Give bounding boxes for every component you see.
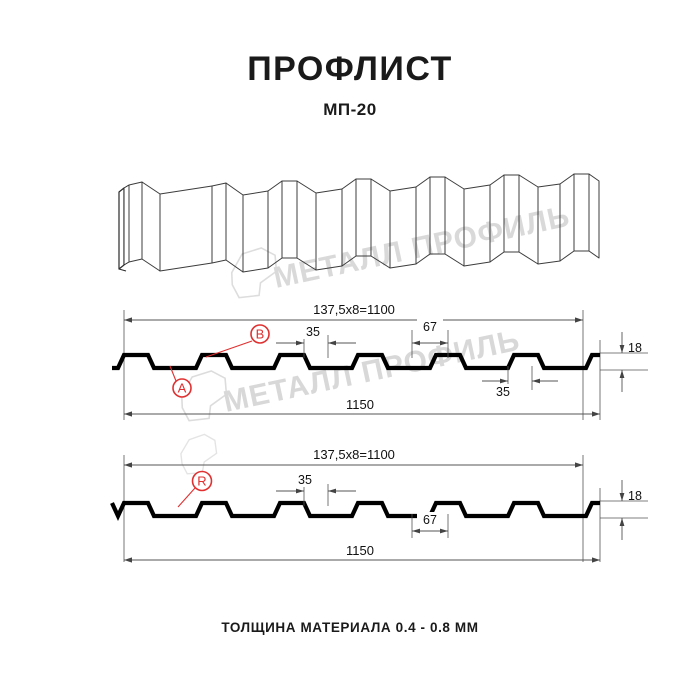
sheet-bottom-tab	[118, 268, 127, 272]
leader-line	[169, 365, 177, 382]
extension-lines	[123, 455, 601, 562]
dimension-overall-bottom: 1150	[124, 394, 600, 417]
marker-label-a: A	[178, 381, 187, 396]
marker-label-r: R	[197, 474, 206, 489]
arrowhead	[619, 345, 625, 353]
arrowhead	[412, 528, 420, 534]
sheet-left-edge	[118, 187, 125, 270]
watermark-logo-icon	[230, 247, 278, 299]
label-backdrop	[300, 324, 326, 339]
arrowhead	[592, 411, 600, 417]
leader-line	[205, 340, 253, 358]
arrowhead	[575, 317, 583, 323]
watermark-1: МЕТАЛЛ ПРОФИЛЬ	[230, 200, 573, 299]
arrowhead	[328, 340, 336, 346]
detail-marker-r: R	[177, 470, 213, 508]
arrowhead	[532, 378, 540, 384]
detail-marker-b: B	[205, 324, 270, 358]
dimension-height: 18	[600, 480, 648, 540]
profile-outline	[110, 500, 600, 522]
cross-section-r: 137,5x8=1100 35 67	[110, 445, 648, 563]
dimension-overall-top: 137,5x8=1100	[124, 300, 583, 323]
dimension-label-35-bottom: 35	[496, 385, 510, 399]
corrugation-face	[573, 173, 590, 252]
dimension-label-18: 18	[628, 341, 642, 355]
dimension-rib-flat-top: 35	[276, 324, 356, 358]
dimension-label-18: 18	[628, 489, 642, 503]
label-backdrop	[330, 540, 390, 556]
dimension-rib-pitch: 67	[411, 319, 449, 358]
arrowhead	[124, 317, 132, 323]
label-backdrop	[417, 319, 443, 334]
dimension-rib-pitch: 67	[411, 512, 449, 538]
dimension-rib-flat-bottom: 35	[482, 366, 558, 399]
arrowhead	[592, 557, 600, 563]
corrugation-end-face	[588, 173, 600, 259]
marker-circle	[172, 378, 192, 398]
cross-section-a: 137,5x8=1100 35 67	[112, 300, 648, 420]
leader-line	[177, 487, 196, 508]
arrowhead	[575, 462, 583, 468]
corrugation-trough	[242, 190, 269, 273]
label-backdrop	[330, 394, 390, 410]
dimension-label-overall-top: 137,5x8=1100	[313, 302, 395, 317]
label-backdrop	[417, 512, 443, 527]
arrowhead	[500, 378, 508, 384]
label-backdrop	[295, 445, 413, 461]
label-backdrop	[295, 300, 413, 316]
arrowhead	[124, 411, 132, 417]
corrugation-face	[141, 181, 161, 272]
corrugation-face	[281, 180, 298, 259]
arrowhead	[124, 462, 132, 468]
arrowhead	[296, 340, 304, 346]
dimension-label-67: 67	[423, 513, 437, 527]
dimension-label-overall-top: 137,5x8=1100	[313, 447, 395, 462]
isometric-corrugated-sheet	[118, 173, 600, 273]
dimension-overall-bottom: 1150	[124, 540, 600, 563]
dimension-rib-flat-top: 35	[276, 472, 356, 506]
arrowhead	[328, 488, 336, 494]
watermark-3	[180, 433, 218, 475]
arrowhead	[440, 340, 448, 346]
dimension-label-67: 67	[423, 320, 437, 334]
detail-marker-a: A	[169, 365, 192, 398]
corrugation-face	[128, 181, 143, 263]
marker-circle	[191, 470, 213, 492]
watermark-logo-icon	[180, 433, 218, 475]
sheet-left-edge-inner	[123, 184, 130, 266]
dimension-label-overall-bottom: 1150	[346, 397, 374, 412]
label-backdrop	[490, 384, 516, 399]
arrowhead	[412, 340, 420, 346]
arrowhead	[619, 518, 625, 526]
dimension-label-35: 35	[298, 473, 312, 487]
corrugation-units	[128, 173, 600, 273]
arrowhead	[619, 493, 625, 501]
marker-label-b: B	[256, 327, 265, 342]
arrowhead	[124, 557, 132, 563]
arrowhead	[619, 370, 625, 378]
arrowhead	[440, 528, 448, 534]
dimension-height: 18	[600, 332, 648, 392]
corrugation-trough	[159, 185, 213, 272]
profile-outline	[112, 352, 600, 371]
label-backdrop	[292, 472, 318, 487]
arrowhead	[296, 488, 304, 494]
marker-circle	[250, 324, 270, 344]
corrugation-face	[211, 182, 227, 264]
dimension-overall-top: 137,5x8=1100	[124, 445, 583, 468]
dimension-label-35-top: 35	[306, 325, 320, 339]
dimension-label-overall-bottom: 1150	[346, 543, 374, 558]
